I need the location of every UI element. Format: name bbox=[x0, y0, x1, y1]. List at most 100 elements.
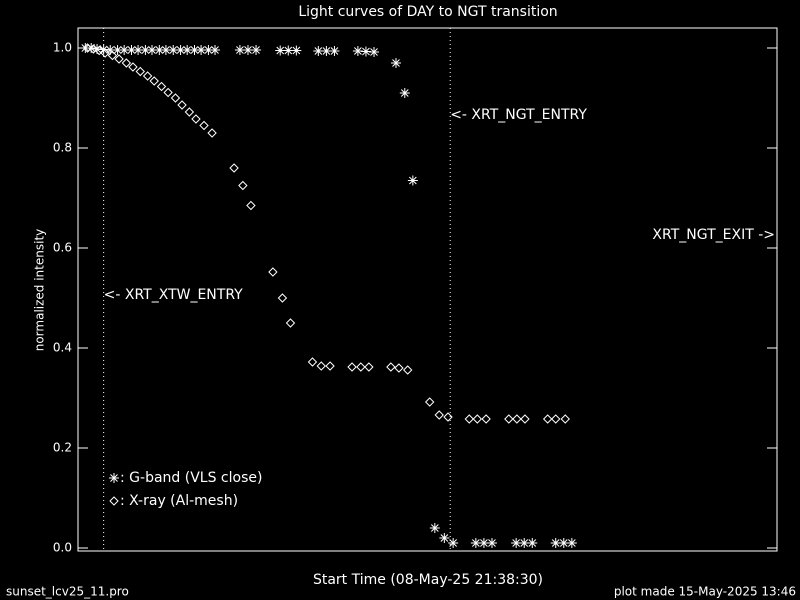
diamond-marker bbox=[285, 318, 296, 328]
legend-marker bbox=[109, 496, 119, 506]
y-tick-label: 0.6 bbox=[53, 241, 72, 255]
diamond-marker bbox=[464, 414, 474, 424]
diamond-marker bbox=[307, 357, 318, 367]
legend-marker bbox=[109, 473, 119, 483]
diamond-marker bbox=[481, 414, 491, 424]
asterisk-marker bbox=[352, 46, 363, 56]
asterisk-marker bbox=[511, 538, 522, 548]
asterisk-marker bbox=[80, 43, 91, 53]
diamond-marker bbox=[163, 87, 173, 98]
diamond-marker bbox=[443, 412, 453, 422]
asterisk-marker bbox=[234, 45, 245, 55]
asterisk-marker bbox=[390, 58, 401, 68]
footer-left: sunset_lcv25_11.pro bbox=[6, 585, 129, 599]
diamond-marker bbox=[403, 365, 413, 375]
asterisk-marker bbox=[486, 538, 497, 548]
diamond-marker bbox=[394, 363, 404, 373]
asterisk-marker bbox=[242, 45, 253, 55]
asterisk-marker bbox=[283, 45, 294, 56]
diamond-marker bbox=[316, 361, 326, 371]
diamond-marker bbox=[520, 414, 530, 424]
diamond-marker bbox=[142, 71, 153, 81]
asterisk-marker bbox=[407, 175, 418, 186]
asterisk-marker bbox=[154, 45, 165, 55]
legend-label: : X-ray (Al-mesh) bbox=[120, 493, 238, 509]
diamond-marker bbox=[386, 362, 396, 372]
x-axis-label: Start Time (08-May-25 21:38:30) bbox=[313, 572, 543, 588]
asterisk-marker bbox=[175, 45, 186, 55]
asterisk-marker bbox=[448, 538, 459, 548]
asterisk-marker bbox=[160, 45, 171, 55]
diamond-marker bbox=[325, 361, 335, 371]
diamond-marker bbox=[246, 200, 256, 211]
chart-title: Light curves of DAY to NGT transition bbox=[298, 4, 557, 20]
y-axis-label: normalized intensity bbox=[33, 229, 47, 352]
footer-right: plot made 15-May-2025 13:46 bbox=[614, 585, 796, 599]
diamond-marker bbox=[434, 410, 444, 420]
diamond-marker bbox=[356, 362, 366, 372]
diamond-marker bbox=[199, 120, 209, 131]
diamond-marker bbox=[551, 414, 561, 424]
y-tick-label: 0.2 bbox=[53, 441, 72, 455]
diamond-marker bbox=[472, 414, 483, 424]
asterisk-marker bbox=[119, 45, 130, 55]
diamond-marker bbox=[135, 66, 145, 77]
y-tick-label: 0.0 bbox=[53, 541, 72, 555]
diamond-marker bbox=[277, 293, 288, 303]
annotation: <- XRT_XTW_ENTRY bbox=[104, 287, 244, 303]
diamond-marker bbox=[191, 114, 201, 124]
asterisk-marker bbox=[210, 45, 221, 55]
annotation: XRT_NGT_EXIT -> bbox=[652, 227, 775, 243]
asterisk-marker bbox=[470, 538, 481, 548]
diamond-marker bbox=[82, 43, 93, 53]
diamond-marker bbox=[107, 50, 118, 61]
diamond-marker bbox=[560, 414, 570, 424]
asterisk-marker bbox=[550, 538, 561, 548]
diamond-marker bbox=[238, 180, 248, 191]
asterisk-marker bbox=[168, 45, 179, 55]
diamond-marker bbox=[424, 397, 435, 407]
asterisk-marker bbox=[439, 533, 450, 543]
diamond-marker bbox=[364, 362, 374, 372]
asterisk-marker bbox=[140, 45, 151, 55]
diamond-marker bbox=[504, 414, 514, 424]
asterisk-marker bbox=[251, 45, 262, 55]
asterisk-marker bbox=[189, 45, 200, 55]
legend-label: : G-band (VLS close) bbox=[120, 470, 262, 486]
asterisk-marker bbox=[360, 46, 371, 57]
plot-frame bbox=[77, 27, 778, 552]
asterisk-marker bbox=[478, 538, 489, 548]
asterisk-marker bbox=[527, 538, 538, 548]
diamond-marker bbox=[114, 54, 124, 64]
asterisk-marker bbox=[321, 46, 332, 56]
diamond-marker bbox=[184, 107, 195, 117]
y-tick-label: 0.8 bbox=[53, 141, 72, 155]
diamond-marker bbox=[229, 163, 239, 173]
diamond-marker bbox=[149, 76, 159, 86]
asterisk-marker bbox=[566, 538, 577, 548]
asterisk-marker bbox=[147, 45, 158, 55]
y-tick-label: 0.4 bbox=[53, 341, 72, 355]
asterisk-marker bbox=[291, 45, 302, 56]
diamond-marker bbox=[121, 58, 132, 68]
asterisk-marker bbox=[275, 45, 286, 56]
diamond-marker bbox=[207, 128, 217, 138]
asterisk-marker bbox=[126, 45, 137, 55]
diamond-marker bbox=[156, 81, 167, 92]
asterisk-marker bbox=[399, 88, 410, 98]
asterisk-marker bbox=[369, 47, 380, 57]
annotation: <- XRT_NGT_ENTRY bbox=[450, 107, 587, 123]
asterisk-marker bbox=[313, 46, 324, 56]
diamond-marker bbox=[347, 362, 357, 372]
diamond-marker bbox=[170, 93, 181, 103]
diamond-marker bbox=[268, 267, 278, 277]
y-tick-label: 1.0 bbox=[53, 41, 72, 55]
asterisk-marker bbox=[519, 538, 530, 548]
asterisk-marker bbox=[112, 45, 123, 55]
diamond-marker bbox=[88, 44, 99, 54]
asterisk-marker bbox=[329, 46, 340, 56]
diamond-marker bbox=[100, 48, 110, 58]
asterisk-marker bbox=[133, 45, 144, 55]
asterisk-marker bbox=[203, 45, 214, 55]
